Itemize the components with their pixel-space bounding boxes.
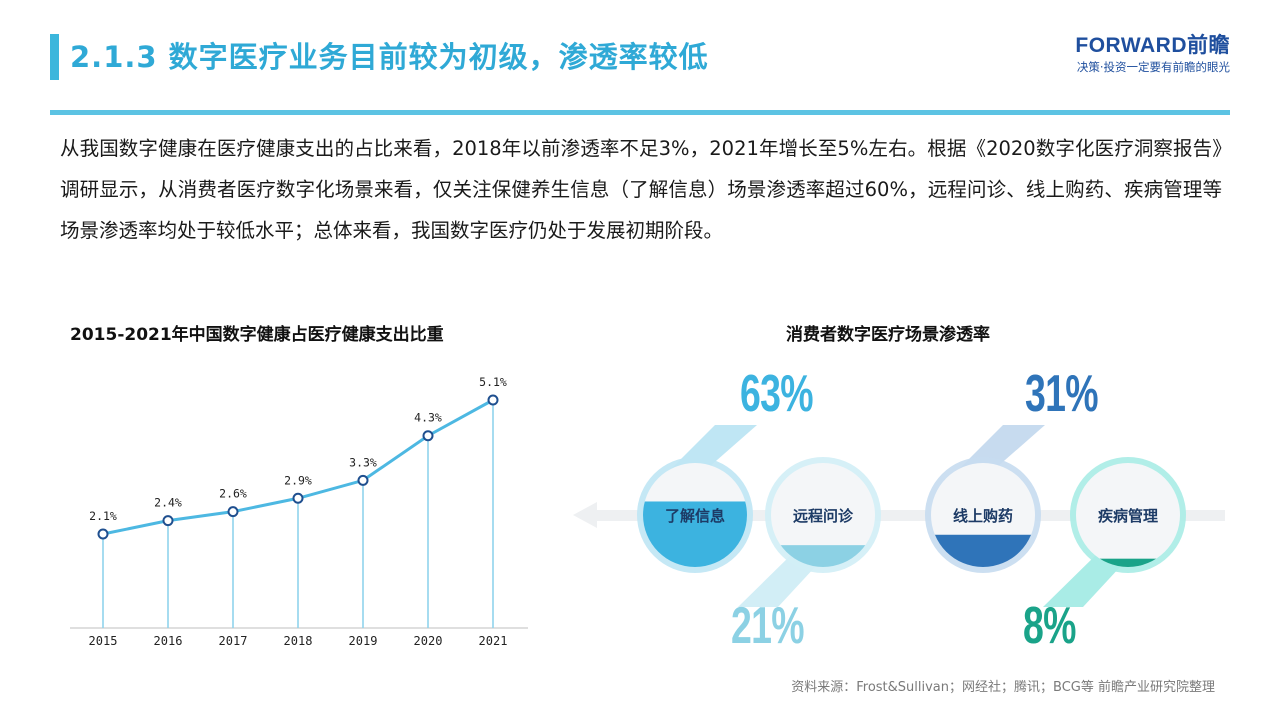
percent-label: 63% <box>740 365 813 423</box>
scene-circle <box>925 457 1041 573</box>
x-tick-label: 2015 <box>89 634 118 648</box>
data-label: 4.3% <box>414 411 442 425</box>
arrow-band <box>590 510 1225 521</box>
body-paragraph: 从我国数字健康在医疗健康支出的占比来看，2018年以前渗透率不足3%，2021年… <box>60 137 1222 242</box>
title-accent-bar <box>50 34 59 80</box>
penetration-line-chart: 2.1% 2015 2.4% 2016 2.6% 2017 2.9% 2018 3.3% 2019… <box>70 375 528 648</box>
data-point <box>292 492 304 504</box>
x-tick-label: 2018 <box>284 634 313 648</box>
x-tick-label: 2017 <box>219 634 248 648</box>
data-label: 2.1% <box>89 509 117 523</box>
brand-logo: FORWARD前瞻 决策·投资一定要有前瞻的眼光 <box>1075 35 1230 75</box>
scene-chart-title: 消费者数字医疗场景渗透率 <box>786 325 990 345</box>
scene-circle <box>1070 457 1186 573</box>
x-tick-label: 2021 <box>479 634 508 648</box>
scene-circle <box>637 457 753 573</box>
data-label: 2.4% <box>154 496 182 510</box>
data-label: 5.1% <box>479 375 507 389</box>
penetration-fill <box>931 534 1035 567</box>
scene-label: 线上购药 <box>952 507 1013 525</box>
x-tick-label: 2019 <box>349 634 378 648</box>
scene-graphic <box>573 425 1225 607</box>
data-point <box>357 474 369 486</box>
scene-label: 了解信息 <box>664 507 725 525</box>
data-point <box>97 528 109 540</box>
penetration-fill <box>1076 558 1180 567</box>
line-chart-title: 2015-2021年中国数字健康占医疗健康支出比重 <box>70 325 444 345</box>
scene-label: 疾病管理 <box>1097 507 1158 525</box>
page-title: 2.1.3 数字医疗业务目前较为初级，渗透率较低 <box>70 40 709 74</box>
scene-penetration-chart: 了解信息 63% 远程问诊 21% 线上购药 31% 疾病管理 8% <box>565 360 1240 670</box>
arrow-head <box>573 502 597 528</box>
data-label: 2.9% <box>284 473 312 487</box>
data-label: 3.3% <box>349 455 377 469</box>
percent-label: 8% <box>1023 597 1076 655</box>
brand-slogan: 决策·投资一定要有前瞻的眼光 <box>1076 60 1230 74</box>
data-point <box>162 515 174 527</box>
header-divider <box>50 110 1230 115</box>
percent-label: 21% <box>731 597 804 655</box>
data-point <box>422 430 434 442</box>
scene-label: 远程问诊 <box>792 507 853 525</box>
x-tick-label: 2016 <box>154 634 183 648</box>
data-label: 2.6% <box>219 487 247 501</box>
source-note: 资料来源：Frost&Sullivan；网经社；腾讯；BCG等 前瞻产业研究院整… <box>791 680 1215 695</box>
data-point <box>227 506 239 518</box>
x-tick-label: 2020 <box>414 634 443 648</box>
brand-name: FORWARD前瞻 <box>1075 34 1230 57</box>
data-point <box>487 394 499 406</box>
scene-circle <box>765 457 881 573</box>
percent-label: 31% <box>1025 365 1098 423</box>
